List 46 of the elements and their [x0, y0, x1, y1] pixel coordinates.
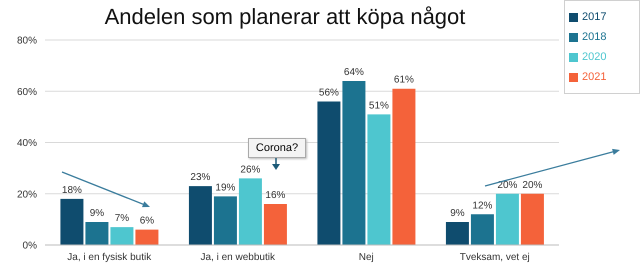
- data-label: 51%: [368, 100, 390, 112]
- bar: [367, 114, 390, 245]
- data-label: 9%: [450, 208, 465, 219]
- legend-label: 2018: [582, 31, 606, 43]
- data-label: 12%: [472, 200, 493, 212]
- bar: [392, 88, 416, 245]
- bar: [135, 230, 158, 245]
- y-tick-label: 80%: [16, 36, 38, 47]
- bar: [188, 186, 212, 245]
- bar: [60, 198, 84, 245]
- data-label: 7%: [114, 213, 130, 224]
- bar: [85, 222, 108, 245]
- y-tick-label: 0%: [22, 240, 38, 252]
- data-label: 20%: [522, 180, 543, 191]
- x-tick-label: Ja, i en webbutik: [200, 252, 276, 264]
- data-label: 16%: [265, 190, 286, 201]
- annotation: Corona?: [248, 138, 306, 158]
- data-label: 23%: [190, 172, 211, 184]
- y-tick-label: 20%: [16, 189, 38, 200]
- bar: [496, 194, 519, 245]
- bar: [520, 194, 544, 245]
- data-label: 9%: [90, 208, 104, 219]
- data-label: 6%: [140, 216, 154, 227]
- legend-label: 2020: [582, 51, 606, 63]
- bar: [214, 196, 237, 245]
- bar: [342, 81, 366, 245]
- bar: [470, 214, 494, 245]
- bar: [446, 222, 469, 245]
- data-label: 26%: [240, 164, 261, 176]
- data-label: 18%: [62, 184, 82, 196]
- legend-label: 2021: [582, 71, 606, 83]
- y-tick-label: 60%: [16, 86, 38, 98]
- y-tick-label: 40%: [16, 138, 38, 150]
- x-tick-label: Nej: [358, 252, 374, 264]
- chart-title: Andelen som planerar att köpa något: [104, 4, 466, 30]
- bar: [238, 178, 262, 245]
- bar: [110, 227, 134, 245]
- legend-label: 2017: [582, 11, 606, 23]
- data-label: 64%: [344, 67, 364, 78]
- data-label: 19%: [215, 182, 236, 194]
- data-label: 61%: [394, 74, 414, 86]
- data-label: 56%: [318, 88, 340, 98]
- bar: [317, 102, 340, 245]
- x-tick-label: Ja, i en fysisk butik: [67, 252, 152, 264]
- x-tick-label: Tveksam, vet ej: [460, 252, 530, 264]
- bar: [264, 204, 287, 245]
